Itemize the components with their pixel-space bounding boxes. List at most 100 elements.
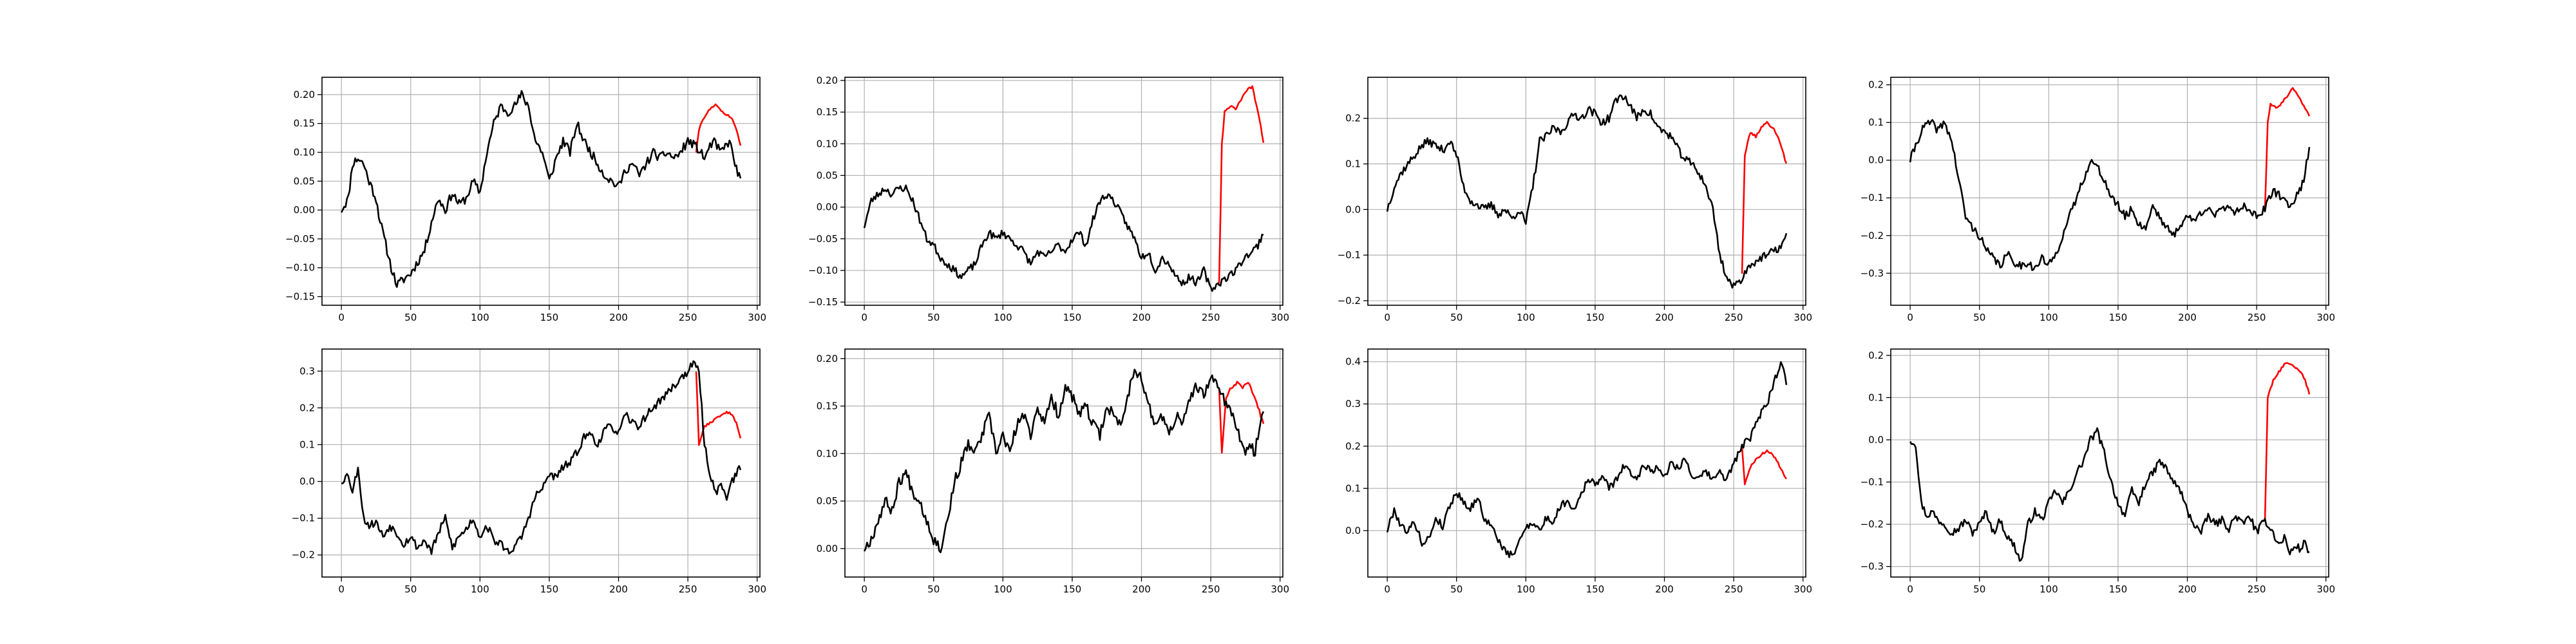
x-tick-label: 100: [1517, 312, 1535, 323]
y-tick-label: 0.1: [1868, 117, 1884, 128]
x-tick-label: 150: [2109, 312, 2128, 323]
x-tick-label: 0: [338, 312, 345, 323]
x-tick-label: 100: [994, 312, 1012, 323]
x-tick-label: 150: [1063, 583, 1082, 595]
axes-frame: [1367, 77, 1806, 306]
x-tick-label: 150: [2109, 583, 2128, 595]
x-tick-label: 200: [1132, 312, 1151, 323]
y-tick-label: 0.1: [299, 439, 315, 450]
x-tick-label: 100: [471, 583, 489, 595]
x-tick-label: 0: [1384, 312, 1390, 323]
y-tick-label: −0.1: [292, 513, 315, 524]
x-tick-label: 100: [471, 312, 489, 323]
x-tick-label: 50: [1450, 312, 1463, 323]
axes-frame: [1367, 348, 1806, 578]
x-tick-label: 250: [2248, 312, 2266, 323]
y-tick-label: −0.3: [1861, 561, 1884, 573]
x-tick-label: 250: [1725, 583, 1743, 595]
y-tick-label: 0.05: [294, 175, 315, 187]
axes-frame: [844, 348, 1283, 578]
axes-frame: [1890, 77, 2329, 306]
chart-panel-6: 0 50 100 150 200 250 300 0.00 0.05 0.10 0.15 0.20: [817, 348, 1289, 595]
y-tick-label: 0.2: [1345, 113, 1361, 124]
y-tick-label: 0.10: [817, 138, 838, 149]
y-tick-label: 0.1: [1345, 482, 1361, 494]
y-tick-label: 0.05: [817, 495, 838, 507]
x-tick-label: 200: [609, 312, 628, 323]
y-tick-label: 0.0: [299, 476, 315, 488]
y-tick-label: 0.0: [1868, 434, 1884, 446]
y-tick-label: 0.10: [817, 448, 838, 459]
x-tick-label: 250: [1202, 312, 1220, 323]
x-tick-label: 200: [609, 583, 628, 595]
x-tick-label: 250: [679, 583, 697, 595]
y-tick-label: −0.1: [1338, 249, 1361, 261]
y-tick-label: 0.4: [1345, 356, 1361, 368]
y-tick-label: 0.15: [817, 401, 838, 412]
y-tick-label: −0.2: [1338, 295, 1361, 307]
chart-panel-4: 0 50 100 150 200 250 300 −0.3 −0.2 −0.1 0.0 0.1 0.2: [1861, 77, 2335, 323]
y-tick-label: −0.10: [285, 262, 315, 274]
y-tick-label: 0.1: [1868, 392, 1884, 403]
forecast-series-line: [2264, 87, 2311, 210]
x-tick-label: 200: [1655, 583, 1674, 595]
plot-area: [1891, 77, 2329, 305]
x-tick-label: 300: [748, 583, 766, 595]
y-tick-label: 0.0: [1345, 204, 1361, 215]
plot-area: [1368, 349, 1806, 577]
y-tick-label: 0.00: [294, 204, 315, 216]
y-tick-label: 0.3: [299, 365, 315, 377]
x-tick-label: 50: [1973, 583, 1985, 595]
x-tick-label: 150: [540, 312, 559, 323]
plot-area: [322, 77, 760, 305]
y-tick-label: −0.1: [1861, 477, 1884, 488]
x-tick-label: 50: [404, 583, 417, 595]
x-tick-label: 50: [927, 583, 940, 595]
x-tick-label: 300: [1271, 312, 1289, 323]
actual-series-line: [1909, 427, 2310, 562]
x-tick-label: 0: [338, 583, 345, 595]
y-tick-label: 0.15: [294, 118, 315, 129]
x-tick-label: 200: [1132, 583, 1151, 595]
x-tick-label: 250: [1202, 583, 1220, 595]
y-tick-label: 0.00: [817, 202, 838, 213]
actual-series-line: [863, 184, 1264, 292]
y-tick-label: −0.05: [285, 233, 315, 245]
axes-frame: [1890, 348, 2329, 578]
x-tick-label: 300: [1794, 583, 1812, 595]
y-tick-label: 0.2: [1345, 440, 1361, 452]
y-tick-label: −0.15: [808, 296, 838, 308]
x-tick-label: 150: [1063, 312, 1082, 323]
y-tick-label: 0.20: [817, 353, 838, 365]
y-tick-label: −0.2: [1861, 518, 1884, 530]
y-tick-label: 0.1: [1345, 158, 1361, 170]
x-tick-label: 150: [1586, 312, 1605, 323]
chart-panel-8: 0 50 100 150 200 250 300 −0.3 −0.2 −0.1 0.0 0.1 0.2: [1861, 348, 2335, 595]
y-tick-label: 0.20: [294, 89, 315, 100]
y-tick-label: 0.3: [1345, 398, 1361, 410]
y-tick-label: 0.0: [1345, 525, 1361, 536]
actual-series-line: [1386, 94, 1788, 289]
x-tick-label: 200: [2178, 312, 2197, 323]
x-tick-label: 50: [404, 312, 417, 323]
forecast-series-line: [1218, 381, 1265, 454]
y-tick-label: 0.2: [1868, 79, 1884, 91]
x-tick-label: 300: [748, 312, 766, 323]
x-tick-label: 250: [2248, 583, 2266, 595]
x-tick-label: 100: [2040, 312, 2058, 323]
y-tick-label: −0.2: [292, 549, 315, 561]
y-tick-label: −0.2: [1861, 230, 1884, 242]
x-tick-label: 100: [2040, 583, 2058, 595]
x-tick-label: 0: [1907, 312, 1913, 323]
x-tick-label: 300: [1794, 312, 1812, 323]
x-tick-label: 50: [1450, 583, 1463, 595]
plot-area: [322, 349, 760, 577]
actual-series-line: [1386, 361, 1788, 558]
y-tick-label: 0.05: [817, 169, 838, 181]
axes-frame: [844, 77, 1283, 306]
x-tick-label: 250: [1725, 312, 1743, 323]
x-tick-label: 50: [927, 312, 940, 323]
y-tick-label: −0.3: [1861, 267, 1884, 279]
x-tick-label: 250: [679, 312, 697, 323]
